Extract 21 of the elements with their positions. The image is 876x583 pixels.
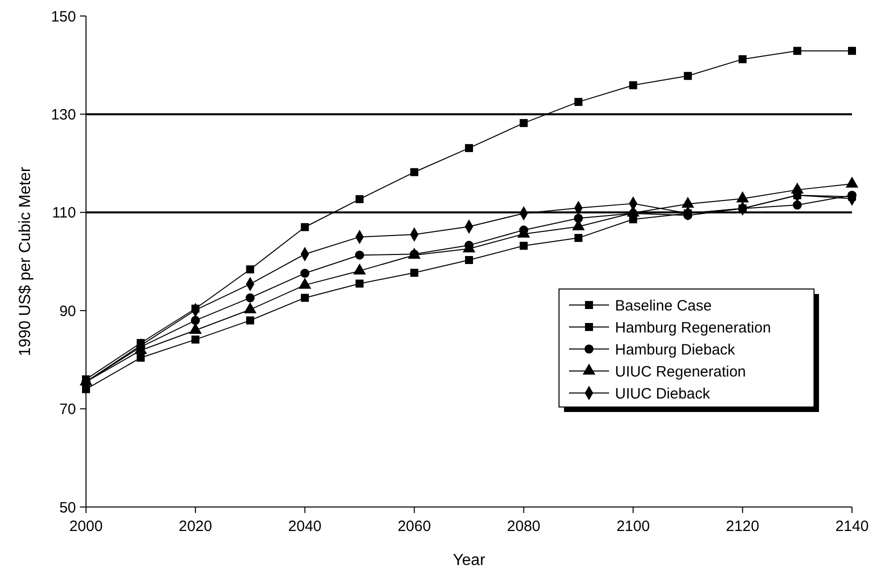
legend-label: Hamburg Regeneration (615, 319, 771, 336)
y-tick-label: 150 (50, 8, 76, 26)
y-tick-label: 110 (52, 204, 76, 222)
legend-label: UIUC Dieback (615, 385, 711, 402)
y-axis-title: 1990 US$ per Cubic Meter (17, 166, 34, 356)
x-tick-label: 2060 (398, 518, 431, 535)
y-tick-label: 50 (59, 499, 76, 516)
x-tick-label: 2120 (726, 518, 760, 535)
y-tick-label: 130 (50, 106, 76, 124)
x-tick-label: 2020 (178, 518, 212, 535)
legend-label: Hamburg Dieback (615, 341, 736, 358)
x-tick-label: 2080 (507, 518, 540, 535)
x-tick-label: 2040 (288, 518, 322, 535)
y-tick-label: 70 (59, 401, 76, 418)
y-tick-label: 90 (59, 302, 76, 320)
legend-label: Baseline Case (615, 297, 712, 314)
x-axis-title: Year (452, 552, 486, 569)
legend-label: UIUC Regeneration (615, 363, 746, 380)
x-tick-label: 2000 (69, 518, 103, 535)
x-tick-label: 2100 (616, 518, 650, 535)
x-tick-label: 2140 (835, 518, 869, 535)
